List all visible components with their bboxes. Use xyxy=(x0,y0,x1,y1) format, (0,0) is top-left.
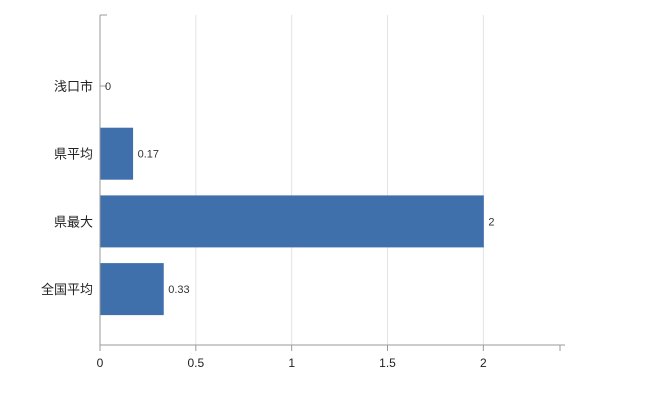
value-label: 0 xyxy=(105,81,111,93)
x-tick-label: 1 xyxy=(288,356,295,370)
x-tick-label: 0 xyxy=(97,356,104,370)
category-label: 県最大 xyxy=(54,214,93,229)
value-label: 2 xyxy=(488,216,494,228)
value-label: 0.17 xyxy=(138,149,159,161)
category-label: 浅口市 xyxy=(54,79,93,94)
x-tick-label: 2 xyxy=(480,356,487,370)
x-tick-label: 1.5 xyxy=(379,356,396,370)
category-label: 県平均 xyxy=(54,147,93,162)
value-label: 0.33 xyxy=(168,284,189,296)
x-tick-label: 0.5 xyxy=(187,356,204,370)
bar xyxy=(100,263,164,316)
bar xyxy=(100,127,134,180)
bar xyxy=(100,195,484,248)
category-label: 全国平均 xyxy=(41,282,93,297)
